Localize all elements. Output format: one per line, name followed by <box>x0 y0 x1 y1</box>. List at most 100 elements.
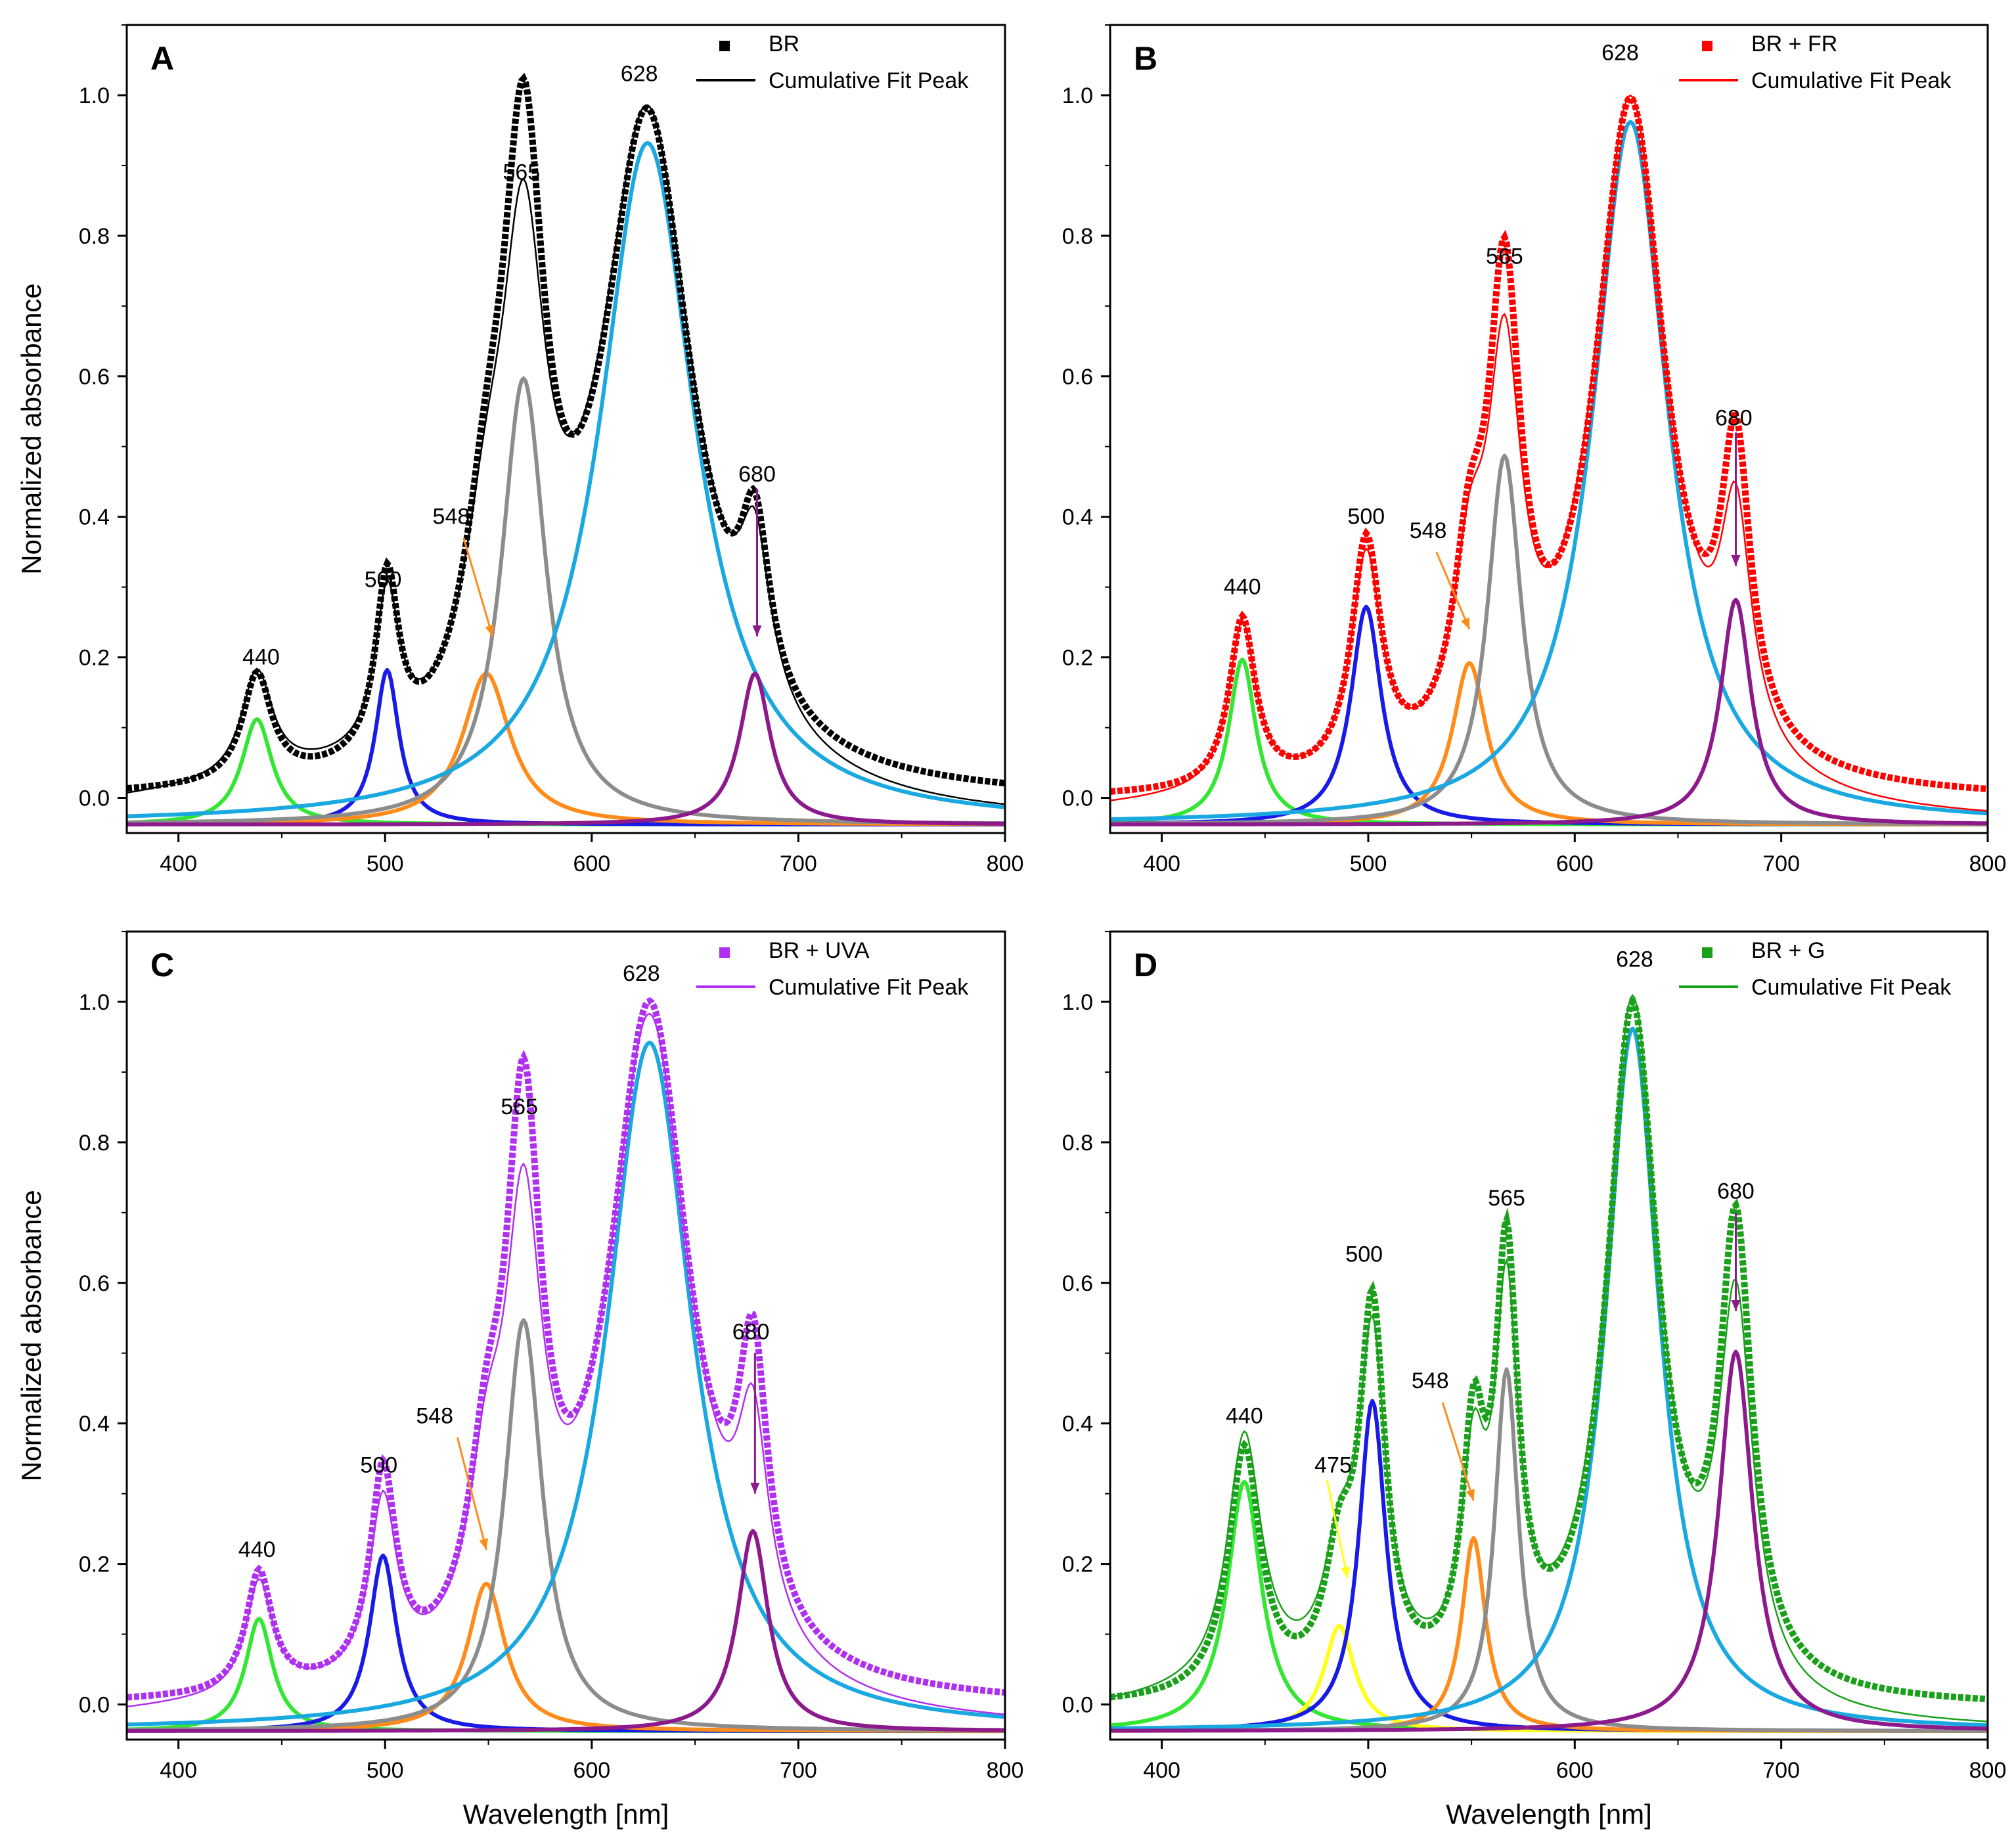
peak-label: 548 <box>433 504 470 529</box>
legend-fit-label: Cumulative Fit Peak <box>769 975 969 1000</box>
y-axis-title: Normalized absorbance <box>16 283 47 575</box>
x-tick-label: 400 <box>1143 1758 1180 1783</box>
component-peak-678 <box>127 1529 1005 1733</box>
peak-label: 565 <box>1488 1186 1525 1211</box>
peak-label: 548 <box>1410 518 1447 543</box>
plot-area-d <box>1110 994 1988 1733</box>
axes-frame <box>125 24 1006 834</box>
panels: 400 500 600 700 800 0.0 0.2 0.4 0.6 0.8 1.0 A BR Cumu… <box>16 24 2007 1830</box>
annotation-arrow <box>462 537 494 637</box>
y-tick-label: 1.0 <box>1062 990 1093 1015</box>
measured-data-points <box>1110 997 1988 1703</box>
x-tick-label: 400 <box>160 851 197 876</box>
y-tick-label: 0.4 <box>1062 505 1093 530</box>
x-tick-label: 800 <box>987 1758 1024 1783</box>
y-tick-label: 0.8 <box>79 1131 110 1156</box>
panel-a: 400 500 600 700 800 0.0 0.2 0.4 0.6 0.8 1.0 A BR Cumu… <box>16 24 1024 876</box>
component-peak-678 <box>1110 1349 1988 1733</box>
legend-data-marker <box>1702 947 1712 958</box>
measured-data-points <box>127 997 1005 1701</box>
annotation-arrow <box>1326 1479 1349 1579</box>
panel-b: 400 500 600 700 800 0.0 0.2 0.4 0.6 0.8 1.0 B BR + F… <box>1062 24 2006 876</box>
annotation-arrowhead <box>1731 554 1741 566</box>
x-tick-label: 800 <box>1969 1758 2007 1783</box>
peak-label: 680 <box>738 462 776 487</box>
peak-label: 500 <box>365 568 402 593</box>
y-tick-label: 1.0 <box>79 83 110 108</box>
annotation-arrowhead <box>485 624 494 637</box>
component-peak-678 <box>1110 597 1988 826</box>
y-tick-label: 0.8 <box>1062 224 1093 249</box>
y-tick-label: 0.6 <box>1062 365 1093 390</box>
panel-label: A <box>150 40 174 77</box>
axes-frame <box>1109 930 1989 1741</box>
y-tick-label: 0.2 <box>79 1552 110 1577</box>
peak-label: 628 <box>1616 947 1653 972</box>
y-tick-label: 0.8 <box>1062 1131 1093 1156</box>
legend-data-label: BR + UVA <box>769 938 870 963</box>
peak-label: 680 <box>732 1319 770 1344</box>
peak-label: 680 <box>1715 406 1753 431</box>
peak-label: 440 <box>1224 574 1261 599</box>
peak-label: 548 <box>416 1404 453 1429</box>
component-peak-627 <box>1110 120 1988 822</box>
peak-label: 565 <box>501 1094 538 1119</box>
peak-label: 628 <box>623 961 660 986</box>
plot-area-c <box>127 997 1005 1734</box>
y-tick-label: 0.4 <box>79 505 110 530</box>
legend-data-marker <box>719 947 730 958</box>
peak-label: 475 <box>1314 1453 1352 1478</box>
y-tick-label: 0.0 <box>1062 786 1093 811</box>
x-axis-title: Wavelength [nm] <box>1446 1799 1652 1830</box>
peak-label: 500 <box>1347 504 1385 529</box>
annotation-arrow <box>456 1437 487 1550</box>
annotation-arrowhead <box>479 1538 489 1550</box>
x-tick-label: 600 <box>573 851 610 876</box>
peak-label: 628 <box>621 62 658 87</box>
y-tick-label: 0.4 <box>1062 1412 1093 1437</box>
panel-label: B <box>1134 40 1157 77</box>
legend-data-marker <box>1702 41 1712 51</box>
y-tick-label: 0.8 <box>79 224 110 249</box>
x-tick-label: 500 <box>367 851 404 876</box>
axes-frame <box>1109 24 1989 834</box>
peak-label: 565 <box>503 160 540 185</box>
x-tick-label: 800 <box>987 851 1024 876</box>
legend-data-label: BR + G <box>1751 938 1825 963</box>
x-tick-label: 600 <box>1556 1758 1594 1783</box>
y-tick-label: 0.0 <box>1062 1693 1093 1718</box>
peak-label: 500 <box>1345 1242 1383 1267</box>
x-tick-label: 400 <box>1143 851 1180 876</box>
plot-area-b <box>1110 93 1988 826</box>
peak-label: 628 <box>1601 40 1639 65</box>
peak-label: 440 <box>1226 1404 1263 1429</box>
legend-data-marker <box>719 41 730 51</box>
component-peak-566 <box>1110 453 1988 826</box>
y-tick-label: 0.0 <box>79 1693 110 1718</box>
annotation-arrowhead <box>1461 617 1469 629</box>
annotation-arrow <box>1435 551 1471 630</box>
peak-label: 500 <box>360 1453 397 1478</box>
x-tick-label: 600 <box>573 1758 610 1783</box>
peak-label: 548 <box>1412 1368 1449 1393</box>
component-peak-627 <box>127 141 1005 819</box>
annotation-arrowhead <box>1466 1489 1475 1501</box>
x-tick-label: 700 <box>780 851 817 876</box>
annotation-arrowhead <box>1731 1299 1741 1311</box>
y-tick-label: 1.0 <box>1062 83 1093 108</box>
x-tick-label: 500 <box>1350 1758 1387 1783</box>
peak-label: 440 <box>242 644 280 669</box>
x-tick-label: 400 <box>160 1758 197 1783</box>
y-tick-label: 1.0 <box>79 990 110 1015</box>
component-peak-567 <box>127 1318 1005 1732</box>
annotation-arrow <box>1441 1402 1475 1501</box>
y-tick-label: 0.2 <box>1062 1552 1093 1577</box>
legend-fit-label: Cumulative Fit Peak <box>1751 68 1952 93</box>
x-tick-label: 600 <box>1556 851 1594 876</box>
legend-data-label: BR <box>769 32 799 56</box>
peak-label: 565 <box>1486 244 1523 269</box>
y-tick-label: 0.6 <box>1062 1271 1093 1296</box>
legend-fit-label: Cumulative Fit Peak <box>769 68 969 93</box>
